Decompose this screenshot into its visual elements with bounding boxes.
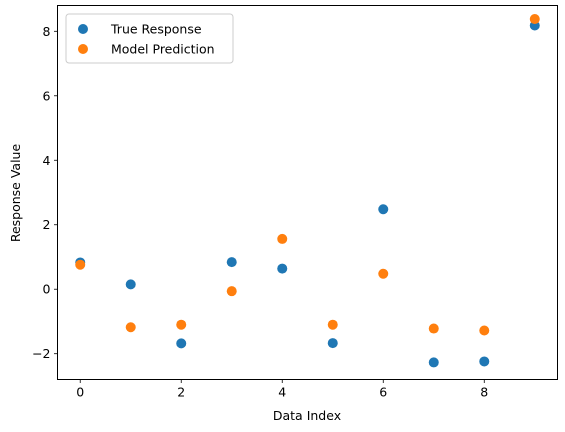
x-tick-label: 0 [76,385,84,400]
x-tick-label: 4 [278,385,286,400]
point-model-prediction-9 [529,14,540,25]
point-true-response-7 [428,357,439,368]
point-true-response-1 [125,279,136,290]
point-true-response-4 [277,263,288,274]
x-axis-label: Data Index [273,408,341,423]
y-tick-label: 0 [43,282,51,297]
y-axis-label: Response Value [8,144,23,243]
plot-frame [57,5,558,380]
y-tick-label: 8 [43,24,51,39]
marks-layer [75,14,540,368]
point-model-prediction-6 [378,268,389,279]
point-true-response-6 [378,204,389,215]
point-model-prediction-1 [125,322,136,333]
point-model-prediction-0 [75,259,86,270]
y-tick-label: 6 [43,88,51,103]
point-true-response-8 [479,356,490,367]
legend-label-true-response: True Response [110,22,202,37]
point-model-prediction-5 [327,319,338,330]
point-true-response-5 [327,338,338,349]
y-tick-label: −2 [32,346,50,361]
y-tick-label: 4 [43,153,51,168]
legend-marker-true-response [78,24,88,34]
point-model-prediction-2 [176,319,187,330]
ticks-layer: 0 2 4 6 8 −2 0 2 4 6 8 [32,24,488,400]
x-tick-label: 6 [379,385,387,400]
legend: True Response Model Prediction [65,13,234,64]
legend-box [65,13,234,64]
point-model-prediction-3 [226,286,237,297]
y-tick-label: 2 [43,217,51,232]
legend-label-model-prediction: Model Prediction [111,42,215,57]
point-true-response-2 [176,338,187,349]
x-tick-label: 8 [480,385,488,400]
point-model-prediction-4 [277,233,288,244]
point-model-prediction-7 [428,323,439,334]
legend-marker-model-prediction [78,44,88,54]
x-tick-label: 2 [177,385,185,400]
point-true-response-3 [226,257,237,268]
point-model-prediction-8 [479,325,490,336]
